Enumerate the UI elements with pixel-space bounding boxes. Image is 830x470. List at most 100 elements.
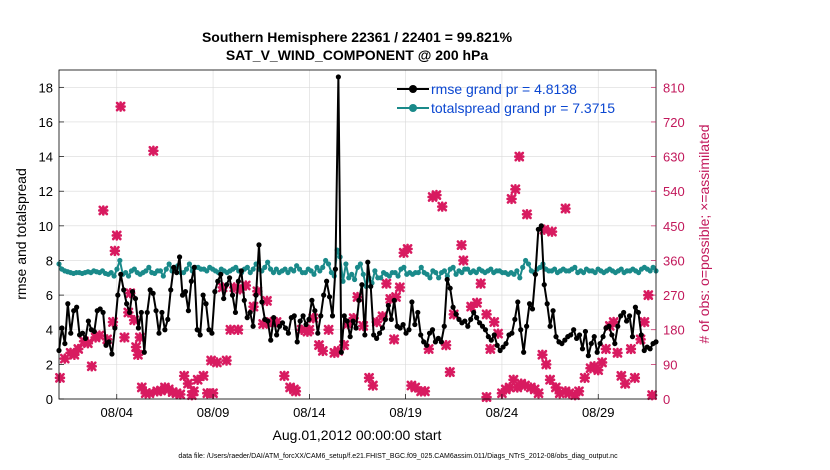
obs-assimilated-marker	[198, 370, 209, 382]
series-rmse-point	[153, 308, 159, 314]
legend-rmse-marker	[409, 85, 417, 93]
series-rmse-point	[356, 297, 362, 303]
obs-assimilated-marker	[248, 301, 259, 312]
series-rmse-point	[312, 308, 318, 314]
obs-assimilated-marker	[188, 386, 200, 397]
series-rmse-point	[503, 340, 509, 347]
series-rmse-point	[215, 278, 221, 284]
series-spread-point	[125, 273, 132, 279]
series-rmse-point	[141, 349, 147, 355]
series-rmse-point	[562, 337, 568, 343]
series-rmse-point	[606, 323, 612, 329]
obs-assimilated-marker	[54, 372, 66, 384]
series-spread-point	[302, 269, 308, 276]
series-spread-point	[580, 269, 587, 276]
series-spread-point	[270, 269, 277, 276]
series-spread-point	[349, 271, 355, 277]
obs-assimilated-marker	[510, 184, 521, 195]
series-rmse-point	[544, 301, 550, 307]
series-spread-point	[320, 264, 326, 270]
series-rmse-point	[188, 278, 194, 284]
series-rmse-point	[623, 318, 630, 324]
series-rmse-point	[326, 294, 333, 300]
series-spread-point	[250, 266, 256, 272]
series-spread-point	[551, 266, 558, 272]
series-rmse-point	[218, 271, 224, 277]
series-spread-point	[123, 269, 129, 276]
series-rmse-point	[250, 323, 256, 329]
series-rmse-point	[421, 339, 427, 345]
y-tick-label: 6	[46, 288, 53, 303]
series-rmse-point	[85, 318, 92, 324]
series-rmse-point	[362, 332, 368, 338]
obs-assimilated-marker	[506, 193, 517, 205]
series-spread-point	[378, 275, 384, 281]
series-rmse-point	[576, 332, 583, 338]
obs-assimilated-marker	[592, 364, 604, 376]
plot-frame	[58, 69, 657, 400]
obs-assimilated-marker	[481, 391, 492, 403]
series-spread-point	[424, 271, 430, 277]
series-rmse-point	[185, 308, 191, 314]
series-rmse-point	[332, 266, 339, 272]
x-tick-label: 08/14	[293, 405, 326, 420]
series-rmse-point	[118, 271, 124, 277]
series-rmse-point	[144, 309, 150, 316]
obs-assimilated-marker	[533, 387, 544, 399]
y2-tick-label: 810	[663, 80, 685, 95]
series-rmse-point	[385, 302, 391, 309]
series-rmse-point	[391, 297, 397, 303]
obs-assimilated-marker	[456, 239, 467, 251]
series-spread-point	[343, 261, 349, 267]
series-spread-point	[433, 269, 439, 276]
series-rmse-point	[424, 342, 430, 348]
y-tick-label: 12	[39, 184, 53, 199]
series-rmse-point	[524, 323, 530, 329]
series-spread-point	[273, 266, 279, 272]
series-spread-point	[395, 273, 401, 279]
series-rmse-point	[197, 332, 203, 338]
series-rmse-point	[476, 320, 483, 326]
series-rmse-point	[276, 323, 283, 329]
series-rmse-point	[494, 342, 500, 348]
series-rmse-point	[550, 308, 556, 314]
series-spread-point	[511, 271, 517, 277]
series-rmse-point	[103, 342, 109, 348]
series-rmse-point	[329, 313, 336, 319]
obs-assimilated-marker	[514, 151, 525, 162]
obs-assimilated-marker	[72, 343, 84, 355]
series-rmse-point	[559, 340, 565, 347]
series-rmse-point	[368, 283, 374, 290]
series-spread-point	[314, 264, 320, 270]
series-spread-point	[488, 266, 494, 272]
series-rmse-point	[456, 316, 462, 322]
series-rmse-point	[612, 340, 618, 347]
series-rmse-point	[382, 316, 389, 322]
series-rmse-point	[100, 309, 106, 316]
series-spread-point	[311, 271, 317, 277]
series-spread-point	[323, 257, 329, 264]
series-rmse-point	[641, 347, 647, 354]
obs-assimilated-marker	[619, 378, 631, 389]
series-rmse-point	[174, 269, 180, 276]
series-rmse-point	[176, 254, 183, 260]
series-spread-point	[520, 264, 526, 270]
series-rmse-point	[200, 292, 206, 298]
series-spread-point	[392, 269, 398, 276]
obs-assimilated-marker	[323, 324, 334, 335]
series-rmse-point	[235, 278, 241, 284]
series-spread-point	[592, 269, 598, 276]
obs-assimilated-marker	[94, 330, 105, 341]
series-rmse-point	[429, 327, 436, 333]
obs-assimilated-marker	[431, 189, 442, 201]
series-rmse-point	[432, 339, 439, 345]
obs-markers	[54, 101, 658, 403]
x-tick-label: 08/24	[486, 405, 519, 420]
obs-assimilated-marker	[600, 343, 612, 355]
obs-assimilated-marker	[643, 289, 654, 301]
series-rmse-point	[238, 268, 244, 274]
series-spread-point	[647, 268, 653, 274]
obs-assimilated-marker	[175, 389, 186, 400]
series-rmse-point	[535, 226, 541, 232]
series-rmse-point	[232, 309, 239, 316]
